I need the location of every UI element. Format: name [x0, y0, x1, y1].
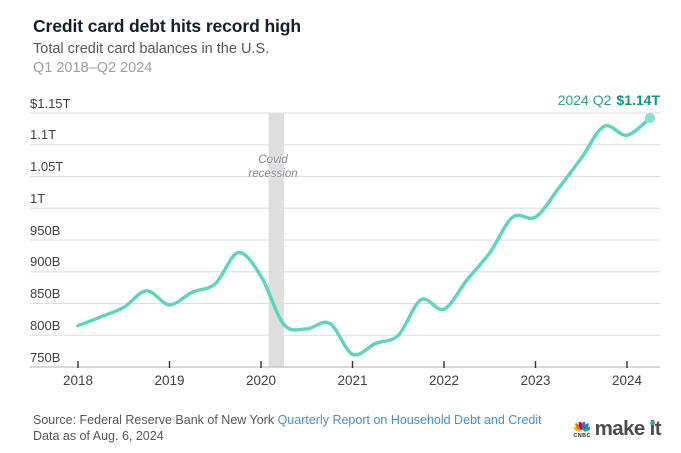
x-axis-label: 2024	[611, 373, 643, 388]
chart-subtitle: Total credit card balances in the U.S.	[33, 41, 270, 57]
source-text: Source: Federal Reserve Bank of New York	[33, 413, 278, 427]
y-axis-label: 1.1T	[30, 127, 57, 143]
make-text: make	[594, 417, 646, 440]
y-axis-label: 1.05T	[30, 159, 64, 174]
y-axis-label: 800B	[30, 317, 61, 333]
covid-label-line1: Covid	[258, 154, 288, 166]
data-line	[76, 116, 652, 357]
chart-period-range: Q1 2018–Q2 2024	[33, 60, 153, 76]
it-teal-dot-icon	[650, 420, 655, 426]
x-axis-label: 2022	[428, 373, 460, 388]
y-axis-label: 850B	[30, 286, 61, 301]
x-axis-label: 2023	[520, 373, 551, 388]
data-as-of: Data as of Aug. 6, 2024	[33, 429, 164, 443]
nbc-peacock-icon	[574, 421, 591, 432]
annotation-quarter: 2024 Q2	[557, 92, 612, 108]
x-axis-label: 2020	[245, 373, 277, 388]
y-axis-label: 750B	[30, 349, 61, 365]
y-axis-label: 1T	[30, 190, 46, 206]
it-text: it	[649, 417, 662, 440]
cnbc-make-it-logo: CNBC make it	[573, 417, 662, 440]
it-text-wrap: it	[649, 417, 662, 440]
covid-recession-label: Covid recession	[227, 153, 319, 181]
line-chart	[30, 112, 660, 368]
x-axis-label: 2019	[154, 373, 185, 388]
y-axis-label: 950B	[30, 222, 61, 238]
source-line: Source: Federal Reserve Bank of New York…	[33, 413, 542, 427]
cnbc-peacock-block: CNBC	[573, 421, 591, 439]
y-axis-label: 900B	[30, 254, 61, 270]
endpoint-dot	[644, 112, 655, 124]
y-axis-label: $1.15T	[30, 95, 71, 111]
latest-value-annotation: 2024 Q2 $1.14T	[558, 92, 660, 108]
covid-label-line2: recession	[248, 168, 298, 180]
source-report-link[interactable]: Quarterly Report on Household Debt and C…	[277, 413, 542, 427]
make-it-wordmark: make it	[594, 417, 662, 440]
x-axis-label: 2021	[337, 373, 368, 388]
annotation-value: $1.14T	[616, 92, 660, 108]
gridlines	[30, 112, 660, 368]
x-axis-ticks	[77, 361, 628, 368]
cnbc-wordmark: CNBC	[573, 433, 591, 439]
x-axis-label: 2018	[62, 373, 94, 388]
page-title: Credit card debt hits record high	[33, 16, 301, 36]
